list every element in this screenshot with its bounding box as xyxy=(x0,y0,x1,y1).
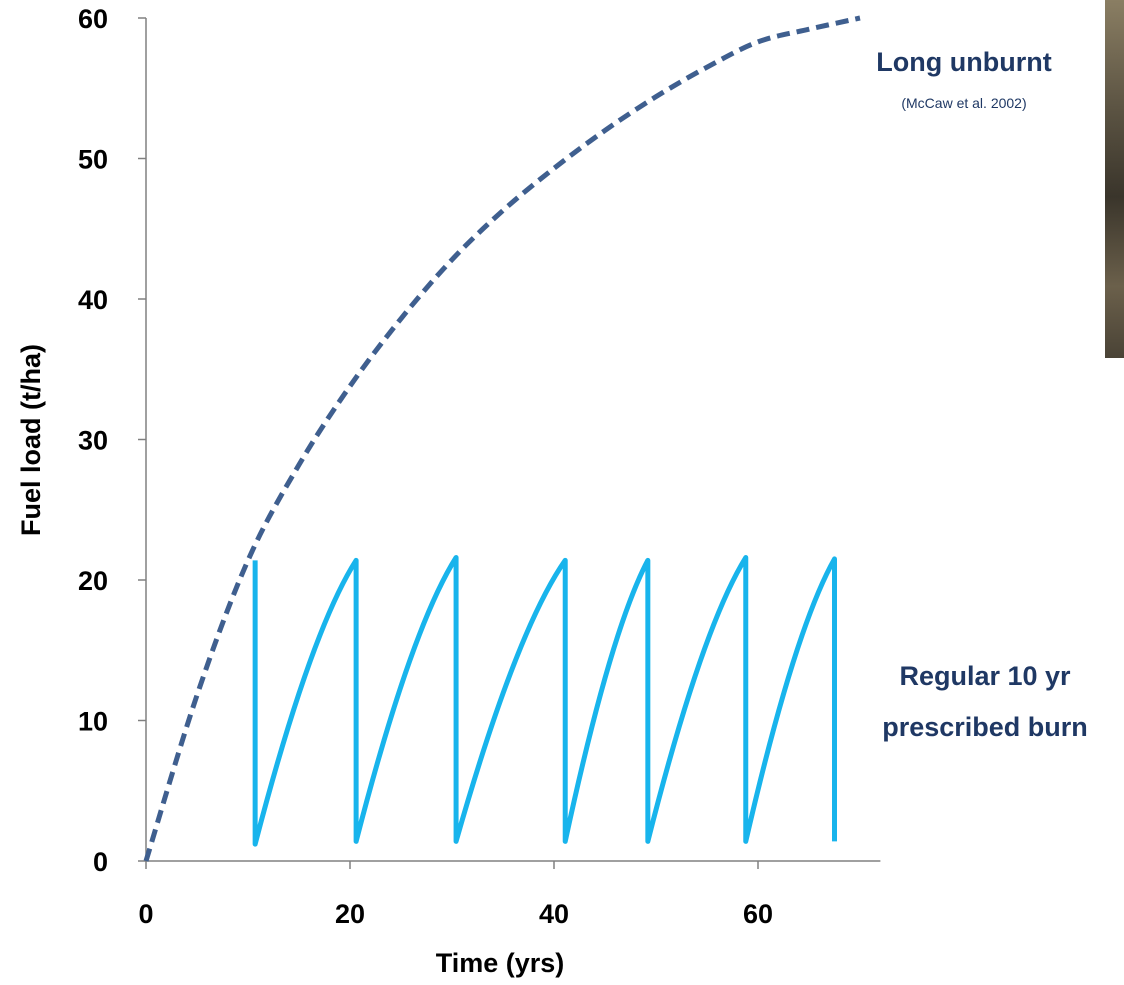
y-tick-label: 20 xyxy=(78,566,108,596)
series-layer xyxy=(143,15,861,862)
y-tick-label: 50 xyxy=(78,145,108,175)
series-long-unburnt-line xyxy=(143,15,861,862)
x-tick-label: 20 xyxy=(335,899,365,929)
y-tick-label: 40 xyxy=(78,285,108,315)
x-tick-label: 40 xyxy=(539,899,569,929)
y-tick-label: 0 xyxy=(93,847,108,877)
x-tick-label: 60 xyxy=(743,899,773,929)
tick-labels: 0 10 20 30 40 50 60 0 20 40 60 xyxy=(78,4,773,929)
annotation-mccaw-citation: (McCaw et al. 2002) xyxy=(901,95,1026,111)
x-axis-label: Time (yrs) xyxy=(436,948,565,978)
y-tick-label: 30 xyxy=(78,426,108,456)
y-tick-label: 60 xyxy=(78,4,108,34)
y-tick-label: 10 xyxy=(78,707,108,737)
x-tick-label: 0 xyxy=(138,899,153,929)
annotation-regular-burn-line2: prescribed burn xyxy=(882,712,1088,742)
annotation-long-unburnt: Long unburnt xyxy=(876,47,1051,77)
series-prescribed-burn-line xyxy=(252,555,837,847)
annotation-regular-burn-line1: Regular 10 yr xyxy=(899,661,1071,691)
forest-photo-edge xyxy=(1105,0,1124,358)
axes xyxy=(138,17,881,869)
y-axis-label: Fuel load (t/ha) xyxy=(16,344,46,536)
